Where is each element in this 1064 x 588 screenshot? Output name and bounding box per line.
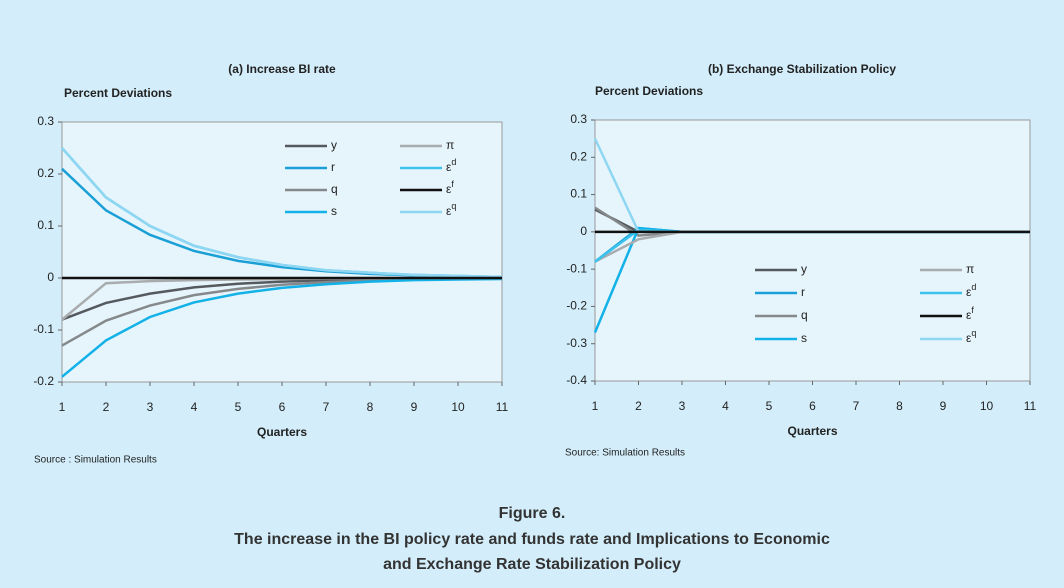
- x-tick-label: 5: [766, 399, 773, 413]
- y-tick-label: 0.1: [570, 187, 587, 201]
- y-tick-label: 0: [580, 224, 587, 238]
- x-tick-label: 11: [1024, 399, 1037, 413]
- chart-title: (a) Increase BI rate: [228, 62, 336, 76]
- source-note: Source : Simulation Results: [34, 455, 157, 466]
- legend-label: εf: [966, 305, 974, 322]
- legend-label: y: [331, 138, 337, 152]
- legend-label: εd: [966, 282, 976, 299]
- x-axis-label: Quarters: [257, 425, 307, 439]
- legend-label: π: [446, 138, 454, 152]
- x-tick-label: 3: [679, 399, 686, 413]
- x-tick-label: 1: [59, 400, 66, 414]
- x-tick-label: 3: [147, 400, 154, 414]
- y-tick-label: -0.1: [566, 261, 587, 275]
- x-tick-label: 5: [235, 400, 242, 414]
- x-tick-label: 4: [191, 400, 198, 414]
- x-tick-label: 6: [809, 399, 816, 413]
- x-tick-label: 10: [451, 400, 465, 414]
- figure-caption: The increase in the BI policy rate and f…: [234, 531, 830, 548]
- x-axis-label: Quarters: [787, 424, 837, 438]
- legend-label: r: [801, 285, 805, 299]
- y-tick-label: 0.2: [37, 166, 54, 180]
- legend-label: εq: [446, 201, 456, 218]
- y-tick-label: -0.2: [566, 299, 587, 313]
- legend-label: s: [331, 204, 337, 218]
- y-tick-label: -0.4: [566, 373, 587, 387]
- y-tick-label: 0: [47, 270, 54, 284]
- legend-label: q: [331, 182, 338, 196]
- legend-label: εd: [446, 157, 456, 174]
- y-tick-label: -0.1: [33, 322, 54, 336]
- source-note: Source: Simulation Results: [565, 448, 685, 459]
- plot-area: [594, 119, 1031, 382]
- x-tick-label: 4: [722, 399, 729, 413]
- y-axis-label: Percent Deviations: [64, 86, 172, 100]
- plot-area: [61, 121, 503, 383]
- x-tick-label: 9: [940, 399, 947, 413]
- series-line: [61, 147, 503, 279]
- y-axis-label: Percent Deviations: [595, 84, 703, 98]
- y-tick-label: 0.1: [37, 218, 54, 232]
- legend-label: s: [801, 331, 807, 345]
- x-tick-label: 11: [496, 400, 509, 414]
- legend-label: q: [801, 308, 808, 322]
- x-tick-label: 10: [980, 399, 994, 413]
- x-tick-label: 9: [411, 400, 418, 414]
- chart-title: (b) Exchange Stabilization Policy: [708, 62, 896, 76]
- x-tick-label: 6: [279, 400, 286, 414]
- series-line: [61, 277, 503, 378]
- figure-label: Figure 6.: [499, 505, 566, 522]
- legend-label: y: [801, 262, 807, 276]
- y-tick-label: 0.2: [570, 149, 587, 163]
- x-tick-label: 1: [592, 399, 599, 413]
- legend-label: εq: [966, 328, 976, 345]
- x-tick-label: 8: [896, 399, 903, 413]
- legend-label: π: [966, 262, 974, 276]
- figure-caption: and Exchange Rate Stabilization Policy: [383, 556, 681, 573]
- x-tick-label: 7: [853, 399, 860, 413]
- legend-label: εf: [446, 179, 454, 196]
- x-tick-label: 8: [367, 400, 374, 414]
- y-tick-label: -0.3: [566, 336, 587, 350]
- x-tick-label: 2: [103, 400, 110, 414]
- y-tick-label: -0.2: [33, 374, 54, 388]
- y-tick-label: 0.3: [570, 112, 587, 126]
- legend-label: r: [331, 160, 335, 174]
- x-tick-label: 7: [323, 400, 330, 414]
- y-tick-label: 0.3: [37, 114, 54, 128]
- x-tick-label: 2: [635, 399, 642, 413]
